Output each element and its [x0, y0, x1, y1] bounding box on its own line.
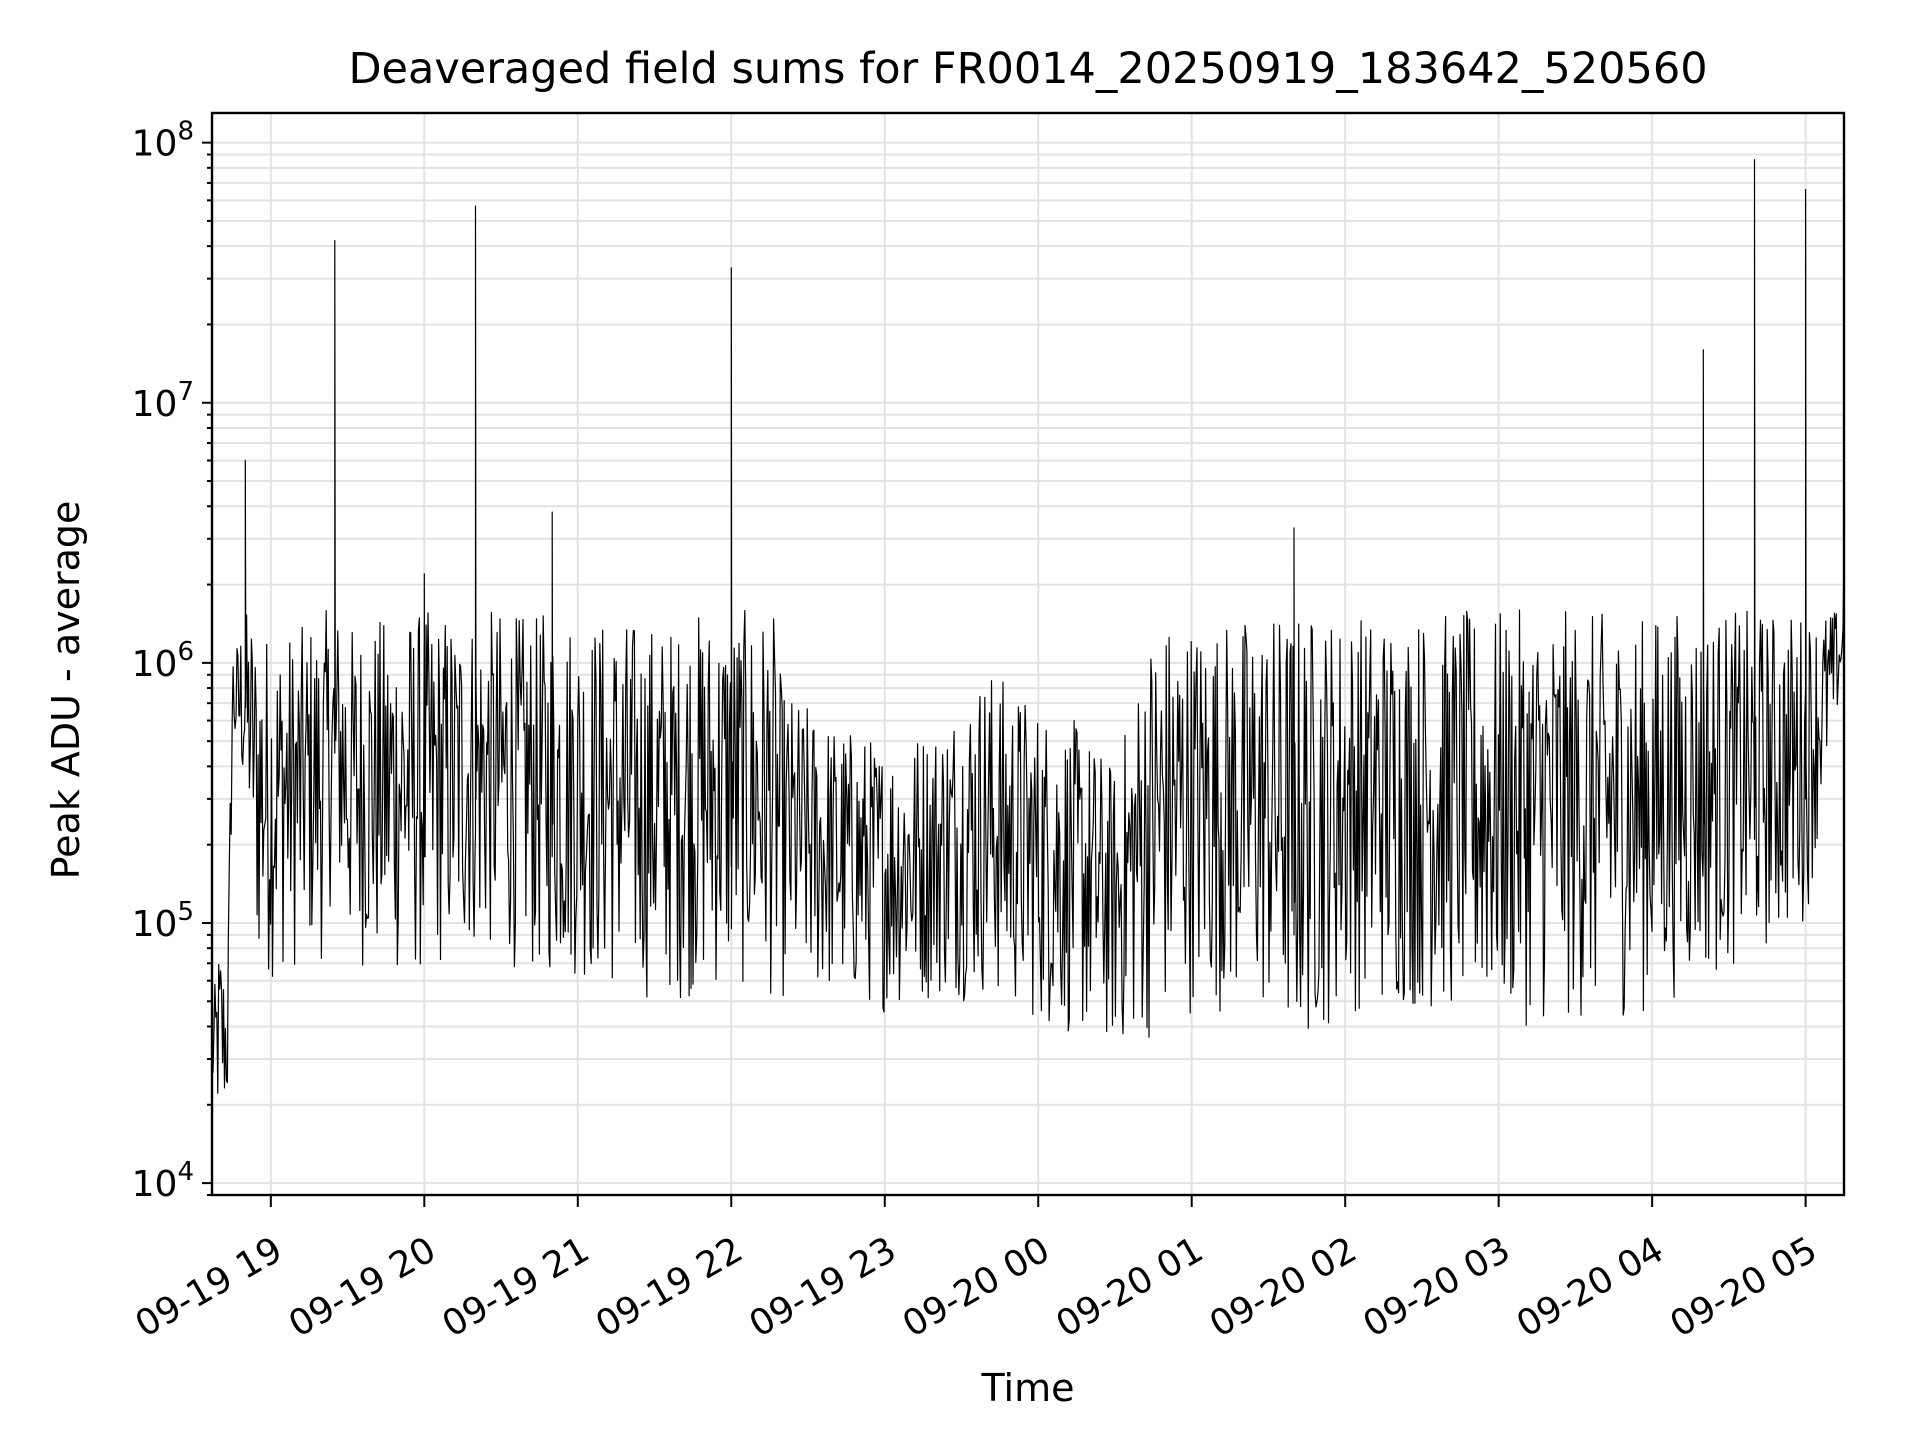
x-tick-label: 09-19 19 — [129, 1229, 290, 1345]
chart-title: Deaveraged field sums for FR0014_2025091… — [348, 44, 1708, 94]
grid-lines — [212, 113, 1844, 1196]
x-axis-label: Time — [981, 1366, 1075, 1410]
x-tick-label: 09-20 01 — [1050, 1229, 1211, 1345]
y-tick-label: 107 — [132, 377, 194, 425]
x-tick-label: 09-20 03 — [1356, 1229, 1517, 1345]
y-tick-label: 106 — [132, 637, 194, 685]
y-tick-label: 105 — [132, 897, 194, 945]
x-tick-label: 09-19 21 — [436, 1229, 597, 1345]
x-tick-label: 09-20 05 — [1663, 1229, 1824, 1345]
plot-frame — [210, 111, 1846, 1197]
y-tick-label: 108 — [132, 117, 194, 165]
x-tick-label: 09-20 00 — [896, 1229, 1057, 1345]
x-tick-label: 09-19 20 — [282, 1229, 443, 1345]
y-tick-label: 104 — [132, 1157, 194, 1205]
series-line — [211, 159, 1846, 1094]
x-tick-label: 09-19 22 — [589, 1229, 750, 1345]
x-tick-label: 09-19 23 — [743, 1229, 904, 1345]
x-tick-label: 09-20 04 — [1510, 1229, 1671, 1345]
data-series — [211, 159, 1846, 1094]
x-tick-label: 09-20 02 — [1203, 1229, 1364, 1345]
